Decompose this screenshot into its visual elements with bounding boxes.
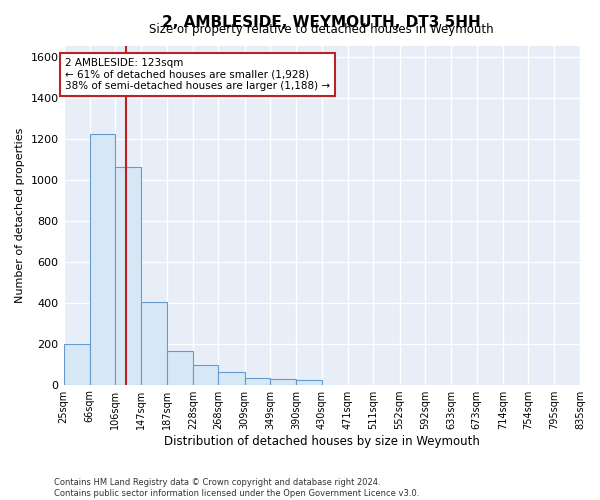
Text: Size of property relative to detached houses in Weymouth: Size of property relative to detached ho… [149, 24, 494, 36]
Y-axis label: Number of detached properties: Number of detached properties [15, 128, 25, 303]
Bar [115, 168, 142, 384]
Bar [89, 134, 115, 384]
X-axis label: Distribution of detached houses by size in Weymouth: Distribution of detached houses by size … [164, 434, 480, 448]
Text: 2 AMBLESIDE: 123sqm
← 61% of detached houses are smaller (1,928)
38% of semi-det: 2 AMBLESIDE: 123sqm ← 61% of detached ho… [65, 58, 330, 91]
Bar [167, 351, 193, 384]
Text: Contains HM Land Registry data © Crown copyright and database right 2024.
Contai: Contains HM Land Registry data © Crown c… [54, 478, 419, 498]
Bar [245, 378, 270, 384]
Bar [64, 344, 89, 384]
Bar [270, 380, 296, 384]
Bar [193, 365, 218, 384]
Bar [142, 302, 167, 384]
Bar [296, 380, 322, 384]
Title: 2, AMBLESIDE, WEYMOUTH, DT3 5HH: 2, AMBLESIDE, WEYMOUTH, DT3 5HH [163, 15, 481, 30]
Bar [218, 372, 245, 384]
